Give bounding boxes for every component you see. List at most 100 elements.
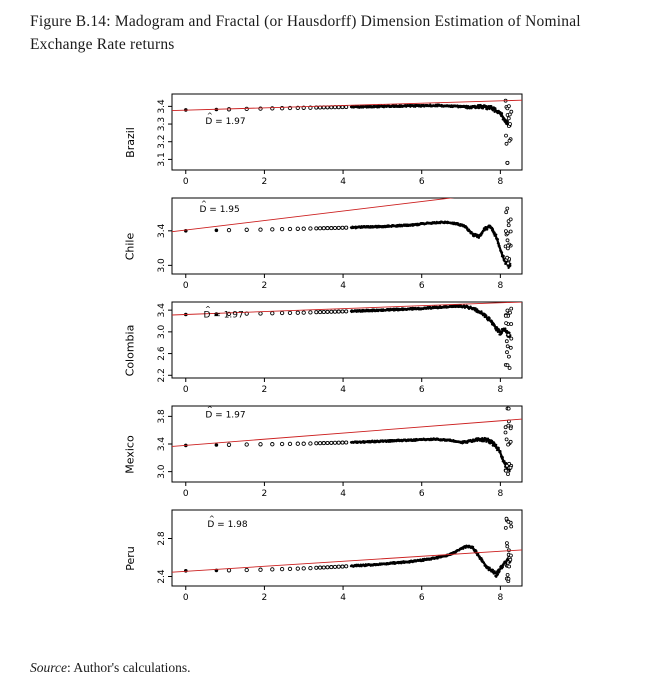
- y-axis: 3.1 3.2 3.3 3.4: [157, 99, 172, 167]
- country-axis-label: Colombia: [122, 298, 138, 402]
- country-name: Colombia: [123, 324, 137, 376]
- y-axis: 3.0 3.4: [157, 223, 172, 273]
- y-tick-label: 3.2: [157, 135, 167, 149]
- x-axis: 0 2 4 6 8: [183, 586, 504, 603]
- x-axis: 0 2 4 6 8: [183, 274, 504, 291]
- y-tick-label: 3.4: [157, 437, 167, 452]
- madogram-points: [184, 98, 514, 165]
- plot-box: [171, 93, 523, 171]
- x-tick-label: 4: [340, 281, 346, 291]
- x-tick-label: 2: [262, 177, 268, 187]
- madogram-panel-mexico: Mexico 0 2 4 6 8 3.0 3.4 3.8 ^ D = 1.97: [122, 402, 538, 506]
- madogram-points: [184, 206, 513, 270]
- plot-box: [171, 301, 523, 379]
- x-tick-label: 0: [183, 593, 189, 603]
- d-hat-value: D = 1.97: [204, 311, 244, 321]
- plot-box: [171, 509, 523, 587]
- x-tick-label: 4: [340, 385, 346, 395]
- y-tick-label: 3.4: [157, 223, 167, 238]
- d-hat-accent: ^: [205, 306, 211, 314]
- y-tick-label: 3.4: [157, 303, 167, 318]
- y-tick-label: 3.8: [157, 409, 167, 424]
- figure-caption: Figure B.14: Madogram and Fractal (or Ha…: [30, 13, 581, 54]
- d-hat-value: D = 1.97: [205, 117, 245, 127]
- d-hat-accent: ^: [207, 112, 213, 120]
- figure-panels: Brazil 0 2 4 6 8 3.1 3.2 3.3 3.4 ^ D = 1.97 Chile 0 2 4…: [122, 90, 538, 610]
- madogram-plot-peru: 0 2 4 6 8 2.4 2.8 ^D = 1.98: [157, 509, 523, 603]
- d-hat-accent: ^: [207, 406, 213, 414]
- x-tick-label: 6: [419, 489, 425, 499]
- country-axis-label: Mexico: [122, 402, 138, 506]
- x-tick-label: 4: [340, 177, 346, 187]
- country-axis-label: Brazil: [122, 90, 138, 194]
- madogram-plot-chile: 0 2 4 6 8 3.0 3.4 ^D = 1.95: [157, 197, 523, 291]
- dimension-estimate-label: ^D = 1.97: [205, 406, 245, 421]
- fit-line: [172, 99, 522, 112]
- x-tick-label: 6: [419, 593, 425, 603]
- country-axis-label: Peru: [122, 506, 138, 610]
- madogram-panel-colombia: Colombia 0 2 4 6 8 2.2 2.6 3.0 3.4 ^ D = 1.97: [122, 298, 538, 402]
- y-axis: 2.2 2.6 3.0 3.4: [157, 303, 172, 382]
- fit-line: [172, 302, 522, 316]
- madogram-points: [184, 406, 514, 476]
- y-axis: 3.0 3.4 3.8: [157, 409, 172, 479]
- x-tick-label: 2: [262, 593, 268, 603]
- y-tick-label: 3.0: [157, 464, 167, 479]
- country-name: Peru: [123, 545, 137, 571]
- y-tick-label: 3.0: [157, 324, 167, 339]
- madogram-plot-mexico: 0 2 4 6 8 3.0 3.4 3.8 ^D = 1.97: [157, 405, 523, 499]
- x-tick-label: 0: [183, 177, 189, 187]
- x-tick-label: 4: [340, 593, 346, 603]
- madogram-panel-chile: Chile 0 2 4 6 8 3.0 3.4 ^ D = 1.95: [122, 194, 538, 298]
- dimension-estimate-label: ^D = 1.97: [204, 306, 244, 321]
- y-tick-label: 3.0: [157, 258, 167, 273]
- x-tick-label: 0: [183, 489, 189, 499]
- x-tick-label: 2: [262, 385, 268, 395]
- dimension-estimate-label: ^D = 1.95: [200, 200, 240, 215]
- madogram-panel-brazil: Brazil 0 2 4 6 8 3.1 3.2 3.3 3.4 ^ D = 1.97: [122, 90, 538, 194]
- plot-box: [171, 197, 523, 275]
- x-tick-label: 6: [419, 177, 425, 187]
- country-axis-label: Chile: [122, 194, 138, 298]
- country-name: Mexico: [123, 434, 137, 474]
- x-tick-label: 6: [419, 385, 425, 395]
- source-label: Source: [30, 660, 67, 675]
- country-name: Chile: [123, 232, 137, 260]
- fit-line: [172, 198, 455, 233]
- y-tick-label: 3.4: [157, 99, 167, 114]
- y-tick-label: 2.6: [157, 346, 167, 361]
- x-tick-label: 0: [183, 281, 189, 291]
- d-hat-accent: ^: [209, 515, 215, 523]
- x-axis: 0 2 4 6 8: [183, 170, 504, 187]
- x-axis: 0 2 4 6 8: [183, 482, 504, 499]
- dimension-estimate-label: ^D = 1.97: [205, 112, 245, 127]
- d-hat-accent: ^: [201, 200, 207, 208]
- x-tick-label: 6: [419, 281, 425, 291]
- x-tick-label: 2: [262, 281, 268, 291]
- madogram-plot-brazil: 0 2 4 6 8 3.1 3.2 3.3 3.4 ^D = 1.97: [157, 93, 523, 187]
- d-hat-value: D = 1.98: [207, 520, 248, 530]
- y-tick-label: 2.8: [157, 531, 167, 546]
- country-name: Brazil: [123, 126, 137, 158]
- d-hat-value: D = 1.95: [200, 205, 240, 215]
- madogram-panel-peru: Peru 0 2 4 6 8 2.4 2.8 ^ D = 1.98: [122, 506, 538, 610]
- madogram-plot-colombia: 0 2 4 6 8 2.2 2.6 3.0 3.4 ^D = 1.97: [157, 301, 523, 395]
- x-tick-label: 8: [498, 177, 504, 187]
- x-tick-label: 8: [498, 385, 504, 395]
- y-tick-label: 2.2: [157, 368, 167, 382]
- x-axis: 0 2 4 6 8: [183, 378, 504, 395]
- x-tick-label: 8: [498, 489, 504, 499]
- dimension-estimate-label: ^D = 1.98: [207, 515, 248, 530]
- x-tick-label: 4: [340, 489, 346, 499]
- x-tick-label: 0: [183, 385, 189, 395]
- x-tick-label: 2: [262, 489, 268, 499]
- source-note: Source: Author's calculations.: [30, 660, 191, 676]
- d-hat-value: D = 1.97: [205, 411, 245, 421]
- fit-line: [172, 418, 522, 447]
- fit-line: [172, 549, 522, 573]
- source-text: : Author's calculations.: [67, 660, 191, 675]
- x-tick-label: 8: [498, 593, 504, 603]
- y-axis: 2.4 2.8: [157, 531, 172, 584]
- y-tick-label: 2.4: [157, 569, 167, 584]
